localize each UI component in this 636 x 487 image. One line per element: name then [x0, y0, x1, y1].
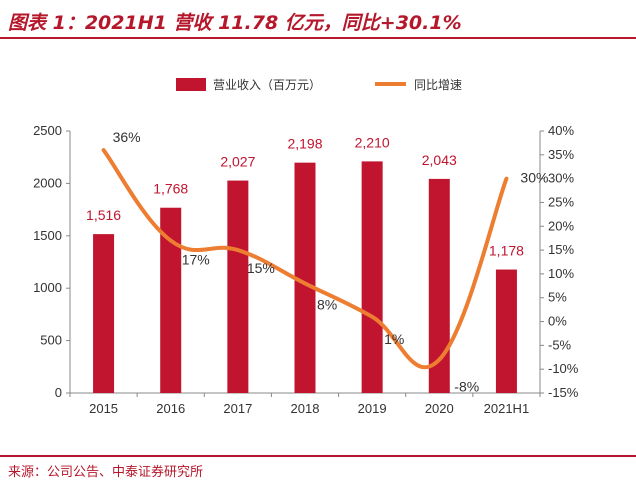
y-right-tick-label: 5% — [548, 290, 567, 305]
revenue-bar — [361, 161, 383, 393]
x-tick-label: 2016 — [156, 401, 185, 416]
growth-data-label: 36% — [113, 129, 141, 145]
y-right-tick-label: 40% — [548, 123, 574, 138]
legend-line-label: 同比增速 — [414, 78, 462, 92]
growth-data-label: 8% — [317, 296, 337, 312]
y-right-tick-label: 0% — [548, 314, 567, 329]
source-rule — [0, 455, 636, 457]
revenue-data-label: 2,027 — [220, 154, 255, 170]
revenue-data-label: 2,210 — [355, 134, 390, 150]
growth-line — [101, 148, 509, 370]
legend-bar-swatch — [176, 78, 206, 91]
revenue-data-label: 1,178 — [489, 243, 524, 259]
y-left-tick-label: 1500 — [33, 228, 62, 243]
revenue-data-label: 1,768 — [153, 181, 188, 197]
title-rule — [0, 37, 636, 39]
revenue-data-label: 2,043 — [422, 152, 457, 168]
source-note: 来源：公司公告、中泰证券研究所 — [8, 465, 204, 480]
x-tick-label: 2020 — [425, 401, 454, 416]
y-left-tick-label: 500 — [40, 333, 62, 348]
y-right-tick-label: 10% — [548, 266, 574, 281]
revenue-bar — [227, 180, 249, 393]
chart-title: 图表 1：2021H1 营收 11.78 亿元，同比+30.1% — [8, 12, 462, 34]
x-tick-label: 2019 — [358, 401, 387, 416]
revenue-bar — [428, 178, 450, 393]
growth-data-label: 17% — [182, 252, 210, 268]
x-tick-label: 2018 — [291, 401, 320, 416]
x-tick-label: 2017 — [223, 401, 252, 416]
revenue-data-label: 1,516 — [86, 207, 121, 223]
revenue-bar — [160, 207, 182, 393]
x-tick-label: 2015 — [89, 401, 118, 416]
revenue-bar — [294, 162, 316, 393]
x-tick-label: 2021H1 — [484, 401, 530, 416]
revenue-data-label: 2,198 — [287, 136, 322, 152]
y-right-tick-label: -5% — [548, 337, 572, 352]
y-right-tick-label: 15% — [548, 242, 574, 257]
y-left-tick-label: 0 — [55, 385, 62, 400]
revenue-bar — [495, 269, 517, 393]
y-right-tick-label: 30% — [548, 171, 574, 186]
y-right-tick-label: 25% — [548, 194, 574, 209]
revenue-bar — [93, 234, 115, 393]
legend-bar-label: 营业收入（百万元） — [213, 78, 321, 92]
y-right-tick-label: 35% — [548, 147, 574, 162]
growth-data-label: 30% — [520, 170, 548, 186]
growth-data-label: 1% — [384, 331, 404, 347]
revenue-growth-chart: 0 500 1000 1500 2000 2500 -15% -10% -5% 0% 5% 10% 15… — [33, 78, 579, 416]
growth-data-label: 15% — [247, 260, 275, 276]
y-left-tick-label: 2500 — [33, 123, 62, 138]
y-right-tick-label: -15% — [548, 385, 579, 400]
growth-data-label: -8% — [454, 379, 479, 395]
y-left-tick-label: 1000 — [33, 280, 62, 295]
y-right-tick-label: -10% — [548, 361, 579, 376]
y-right-tick-label: 20% — [548, 218, 574, 233]
y-left-tick-label: 2000 — [33, 175, 62, 190]
